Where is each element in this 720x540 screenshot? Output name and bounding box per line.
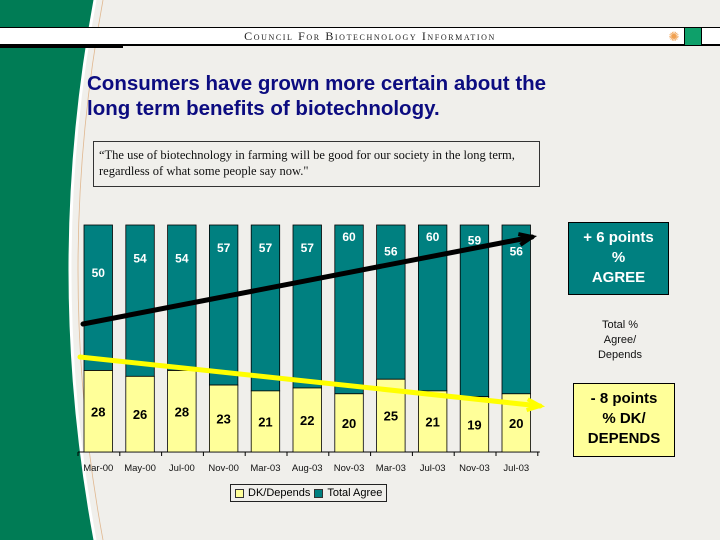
bar-dk-depends xyxy=(250,390,281,453)
dk-data-label: 21 xyxy=(425,414,439,429)
bar-total-agree xyxy=(250,224,281,392)
dk-change-callout: - 8 points % DK/ DEPENDS xyxy=(573,383,675,457)
bar-total-agree xyxy=(334,224,364,395)
x-tick-label: Jul-03 xyxy=(503,463,529,474)
bar-total-agree xyxy=(208,224,239,386)
agree-trend-arrow-arrowhead xyxy=(517,232,538,247)
agree-trend-arrow xyxy=(80,234,535,327)
x-tick-label: Mar-03 xyxy=(250,463,280,474)
dk-data-label: 25 xyxy=(384,409,398,424)
title-line: long term benefits of biotechnology. xyxy=(87,97,440,120)
x-tick-label: Nov-03 xyxy=(459,463,490,474)
bar-dk-depends xyxy=(83,370,113,453)
callout-line: + 6 points xyxy=(583,229,654,246)
chart-legend: DK/Depends Total Agree xyxy=(230,484,388,502)
x-tick-label: Mar-00 xyxy=(83,463,113,474)
dk-data-label: 20 xyxy=(509,416,523,431)
header-divider xyxy=(0,46,123,48)
x-tick-label: Jul-00 xyxy=(169,463,195,474)
bar-total-agree xyxy=(376,224,406,380)
agree-data-label: 50 xyxy=(92,266,106,280)
dk-data-label: 22 xyxy=(300,413,314,428)
dk-data-label: 20 xyxy=(342,416,356,431)
agree-data-label: 60 xyxy=(426,230,440,244)
agree-data-label: 54 xyxy=(175,252,189,266)
bar-total-agree xyxy=(417,224,448,392)
note-line: Depends xyxy=(597,349,643,361)
bar-dk-depends xyxy=(125,375,155,453)
x-tick-label: May-00 xyxy=(124,463,156,474)
header-bar xyxy=(0,27,720,46)
sun-icon: ✺ xyxy=(668,29,680,44)
dk-trend-arrow-arrowhead xyxy=(526,397,546,412)
quote-line: regardless of what some people say now." xyxy=(99,164,309,178)
bar-dk-depends xyxy=(167,370,197,453)
agree-data-label: 60 xyxy=(342,230,356,244)
bar-total-agree xyxy=(125,224,155,377)
bar-dk-depends xyxy=(417,390,448,453)
dk-data-label: 28 xyxy=(175,404,189,419)
callout-line: % xyxy=(611,249,626,266)
x-tick-label: Mar-03 xyxy=(376,463,406,474)
slide-title: Consumers have grown more certain about … xyxy=(87,71,567,121)
agree-change-callout: + 6 points % AGREE xyxy=(568,222,669,295)
dk-data-label: 26 xyxy=(133,407,147,422)
agree-data-label: 57 xyxy=(301,241,315,255)
bar-total-agree xyxy=(501,224,531,395)
dk-data-label: 23 xyxy=(216,412,230,427)
bar-dk-depends xyxy=(334,393,364,453)
agree-data-label: 57 xyxy=(259,241,273,255)
survey-question-box: “The use of biotechnology in farming wil… xyxy=(93,141,540,187)
x-tick-label: Nov-00 xyxy=(208,463,239,474)
legend-label-agree: Total Agree xyxy=(327,487,383,499)
title-line: Consumers have grown more certain about … xyxy=(87,72,547,95)
agree-data-label: 56 xyxy=(510,244,524,258)
legend-swatch-dk xyxy=(235,488,244,498)
total-note: Total % Agree/ Depends xyxy=(585,318,655,363)
callout-line: DEPENDS xyxy=(587,430,661,447)
bar-total-agree xyxy=(83,224,113,371)
x-tick-label: Aug-03 xyxy=(292,463,323,474)
bar-dk-depends xyxy=(208,384,239,453)
dk-data-label: 19 xyxy=(467,417,481,432)
agree-data-label: 56 xyxy=(384,244,398,258)
legend-label-dk: DK/Depends xyxy=(248,487,311,499)
dk-data-label: 28 xyxy=(91,404,105,419)
agree-data-label: 59 xyxy=(468,234,482,248)
dk-trend-arrow xyxy=(77,354,543,409)
agree-data-label: 57 xyxy=(217,241,231,255)
dk-data-label: 21 xyxy=(258,414,272,429)
callout-line: - 8 points xyxy=(590,390,658,407)
note-line: Total % xyxy=(601,319,639,331)
legend-swatch-agree xyxy=(314,488,324,498)
green-square-icon xyxy=(684,28,702,45)
callout-line: AGREE xyxy=(591,269,646,286)
x-tick-label: Jul-03 xyxy=(420,463,446,474)
callout-line: % DK/ xyxy=(602,410,646,427)
quote-line: “The use of biotechnology in farming wil… xyxy=(99,148,515,162)
note-line: Agree/ xyxy=(603,334,637,346)
agree-data-label: 54 xyxy=(133,252,147,266)
org-name: Council For Biotechnology Information xyxy=(244,29,496,43)
x-tick-label: Nov-03 xyxy=(334,463,365,474)
bar-total-agree xyxy=(167,224,197,371)
bar-dk-depends xyxy=(292,387,322,453)
bar-dk-depends xyxy=(459,396,490,453)
bar-total-agree xyxy=(459,224,490,398)
bar-total-agree xyxy=(292,224,322,389)
